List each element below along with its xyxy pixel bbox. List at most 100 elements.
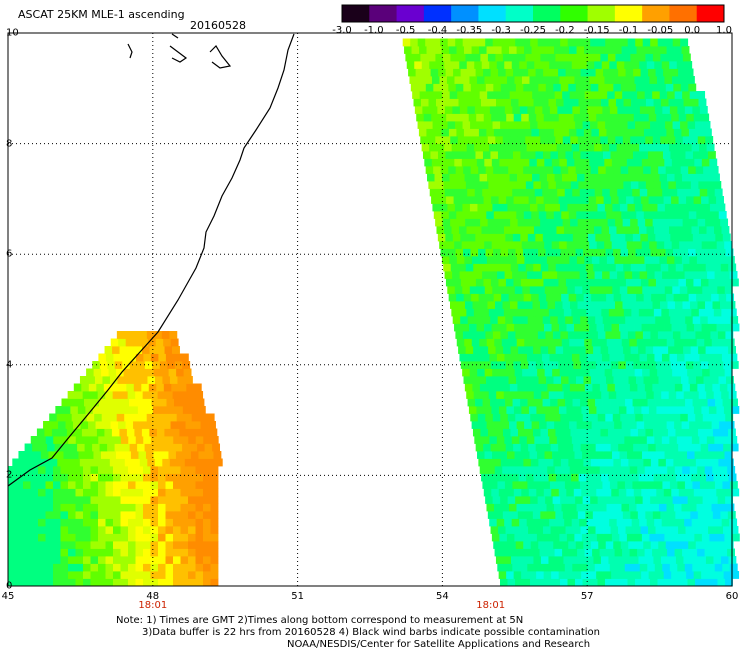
swath-cell — [684, 436, 693, 444]
swath-cell — [113, 353, 122, 362]
swath-cell — [659, 548, 668, 557]
swath-cell — [532, 511, 541, 519]
coastline — [7, 33, 295, 487]
swath-cell — [165, 533, 174, 542]
swath-cell — [574, 451, 583, 459]
swath-cell — [696, 211, 705, 219]
swath-cell — [435, 218, 444, 227]
swath-cell — [171, 428, 180, 437]
swath-cell — [565, 361, 574, 369]
swath-cell — [479, 421, 488, 429]
swath-cell — [667, 428, 676, 437]
swath-cell — [495, 428, 504, 437]
swath-cell — [641, 488, 650, 497]
swath-cell — [15, 548, 24, 557]
swath-cell — [720, 511, 729, 519]
swath-cell — [98, 436, 107, 444]
swath-cell — [596, 571, 605, 579]
map-date: 20160528 — [190, 19, 246, 32]
swath-cell — [678, 443, 687, 452]
swath-cell — [717, 578, 726, 587]
note-line-1: Note: 1) Times are GMT 2)Times along bot… — [116, 615, 524, 626]
swath-cell — [485, 458, 494, 467]
swath-cell — [715, 316, 724, 324]
swath-cell — [450, 181, 459, 189]
swath-cell — [124, 413, 133, 422]
swath-cell — [188, 511, 196, 519]
swath-cell — [526, 308, 535, 317]
swath-cell — [592, 173, 600, 182]
swath-cell — [615, 181, 624, 189]
swath-cell — [431, 76, 440, 84]
swath-cell — [565, 233, 574, 242]
swath-cell — [81, 383, 90, 392]
colorbar-segment — [533, 5, 561, 22]
swath-cell — [629, 421, 638, 429]
swath-cell — [98, 503, 106, 512]
colorbar-segment — [396, 5, 425, 22]
swath-cell — [60, 533, 69, 542]
swath-cell — [490, 443, 499, 452]
swath-cell — [706, 353, 715, 362]
swath-cell — [522, 38, 531, 47]
swath-cell — [590, 331, 599, 339]
swath-cell — [639, 518, 648, 527]
swath-cell — [479, 466, 488, 474]
swath-cell — [666, 293, 675, 302]
swath-cell — [633, 196, 642, 204]
swath-cell — [570, 218, 579, 227]
swath-cell — [646, 226, 655, 234]
swath-cell — [45, 526, 54, 534]
swath-cell — [506, 406, 515, 414]
swath-cell — [640, 233, 649, 242]
swath-cell — [654, 188, 663, 197]
swath-cell — [680, 331, 689, 339]
swath-cell — [60, 563, 69, 572]
swath-cell — [494, 46, 502, 54]
swath-cell — [613, 541, 622, 549]
swath-cell — [433, 128, 442, 137]
swath-cell — [536, 76, 545, 84]
swath-cell — [601, 98, 609, 107]
swath-cell — [525, 53, 534, 62]
swath-cell — [647, 233, 656, 242]
swath-cell — [495, 511, 504, 519]
swath-cell — [135, 548, 144, 557]
swath-cell — [569, 91, 578, 99]
swath-cell — [566, 113, 575, 122]
swath-cell — [721, 353, 730, 362]
swath-cell — [678, 361, 687, 369]
swath-cell — [530, 458, 539, 467]
swath-cell — [68, 466, 76, 474]
swath-cell — [610, 151, 619, 159]
swath-cell — [465, 218, 474, 227]
swath-cell — [677, 481, 686, 489]
swath-cell — [649, 286, 658, 294]
swath-cell — [535, 526, 544, 534]
swath-cell — [23, 473, 31, 482]
swath-cell — [127, 391, 136, 399]
swath-cell — [462, 121, 471, 129]
swath-cell — [674, 383, 683, 392]
swath-cell — [708, 526, 716, 534]
swath-cell — [45, 563, 54, 572]
swath-cell — [629, 46, 637, 54]
swath-cell — [528, 488, 537, 497]
swath-cell — [677, 271, 685, 279]
swath-cell — [551, 76, 560, 84]
swath-cell — [620, 121, 628, 129]
swath-cell — [512, 271, 520, 279]
swath-cell — [637, 428, 646, 437]
swath-cell — [509, 548, 518, 557]
swath-cell — [655, 443, 664, 452]
swath-cell — [693, 196, 702, 204]
swath-cell — [498, 113, 507, 122]
swath-cell — [609, 353, 618, 362]
swath-cell — [79, 458, 88, 467]
swath-cell — [537, 578, 546, 587]
swath-cell — [667, 511, 676, 519]
swath-cell — [577, 383, 586, 392]
swath-cell — [686, 571, 695, 579]
swath-cell — [581, 196, 589, 204]
swath-cell — [527, 316, 536, 324]
